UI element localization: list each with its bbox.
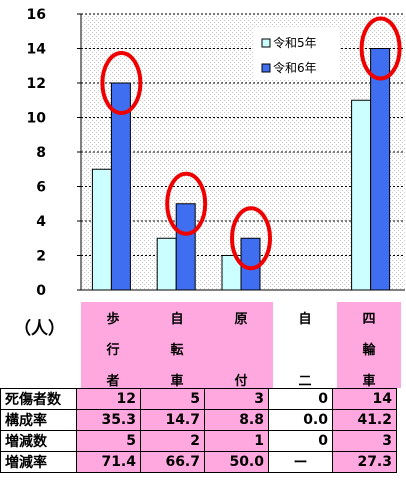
y-tick-label: 2 (36, 249, 46, 265)
row-label: 増減率 (0, 451, 77, 473)
category-char: 自 (298, 312, 312, 327)
bar-r5 (156, 237, 177, 291)
bar-r5 (351, 99, 372, 291)
bar-r6 (175, 203, 196, 291)
category-char: 二 (298, 374, 312, 389)
y-tick-label: 16 (27, 7, 46, 23)
y-tick-label: 4 (36, 214, 46, 230)
y-axis: 0 2 4 6 8 10 12 14 16 (27, 7, 405, 299)
table-cell: 66.7 (140, 451, 205, 473)
table-cell: 0 (268, 388, 333, 410)
category-label-3: 自 二 (273, 302, 337, 389)
category-char: 者 (106, 374, 120, 389)
category-char: 輪 (362, 343, 376, 358)
highlight-circle (230, 206, 272, 271)
y-tick-label: 6 (36, 180, 46, 196)
table-cell: 50.0 (204, 451, 269, 473)
category-char: 歩 (106, 312, 120, 327)
category-label-2: 原 付 (209, 302, 273, 389)
highlight-circle (165, 171, 208, 236)
bar-chart: 0 2 4 6 8 10 12 14 16 令和5年 令和6年 (27, 7, 405, 299)
table-cell: 14.7 (140, 409, 205, 431)
highlight-circle (359, 16, 402, 81)
table-cell: 35.3 (76, 409, 141, 431)
legend-swatch-r5 (261, 38, 271, 48)
row-label: 増減数 (0, 430, 77, 452)
category-char: 行 (106, 343, 120, 358)
table-cell: 71.4 (76, 451, 141, 473)
category-char: 付 (234, 374, 248, 389)
legend-label-r6: 令和6年 (273, 60, 317, 75)
table-cell: 3 (204, 388, 269, 410)
stats-table: 死傷者数 12 5 3 0 14 構成率 35.3 14.7 8.8 0.0 4… (0, 388, 397, 473)
table-cell: 3 (332, 430, 397, 452)
table-cell: 1 (204, 430, 269, 452)
table-cell: 41.2 (332, 409, 397, 431)
bar-r6 (370, 48, 391, 291)
category-char: 自 (170, 312, 184, 327)
y-tick-label: 0 (36, 283, 46, 299)
category-char: 車 (362, 374, 376, 389)
table-cell: 5 (76, 430, 141, 452)
table-row: 増減率 71.4 66.7 50.0 ー 27.3 (0, 451, 397, 473)
table-row: 増減数 5 2 1 0 3 (0, 430, 397, 452)
y-tick-label: 14 (27, 42, 47, 58)
table-cell: 8.8 (204, 409, 269, 431)
table-cell: 0.0 (268, 409, 333, 431)
table-cell: 27.3 (332, 451, 397, 473)
category-label-1: 自 転 車 (145, 302, 209, 389)
unit-label: （人） (14, 319, 65, 339)
highlight-circle (100, 51, 143, 115)
table-cell: 14 (332, 388, 397, 410)
table-cell: 2 (140, 430, 205, 452)
category-label-0: 歩 行 者 (81, 302, 145, 389)
table-row: 死傷者数 12 5 3 0 14 (0, 388, 397, 410)
legend-label-r5: 令和5年 (273, 35, 317, 50)
y-tick-label: 12 (27, 76, 46, 92)
category-char: 原 (234, 312, 248, 327)
table-cell: 12 (76, 388, 141, 410)
y-tick-label: 10 (27, 111, 47, 127)
table-row: 構成率 35.3 14.7 8.8 0.0 41.2 (0, 409, 397, 431)
category-char: 車 (170, 374, 184, 389)
gridlines (81, 13, 405, 256)
category-char: 四 (362, 312, 376, 327)
table-cell: 5 (140, 388, 205, 410)
row-label: 構成率 (0, 409, 77, 431)
legend-swatch-r6 (261, 63, 271, 73)
y-tick-label: 8 (36, 145, 46, 161)
category-char: 転 (170, 343, 184, 358)
table-cell: 0 (268, 430, 333, 452)
row-label: 死傷者数 (0, 388, 77, 410)
legend: 令和5年 令和6年 (253, 28, 339, 80)
highlight-circles (100, 16, 402, 271)
table-cell: ー (268, 451, 333, 473)
category-label-4: 四 輪 車 (337, 302, 401, 389)
bar-r5 (91, 168, 112, 291)
